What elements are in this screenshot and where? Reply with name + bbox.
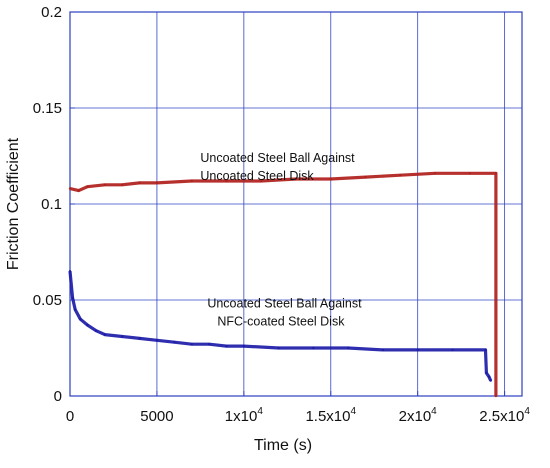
x-axis-title: Time (s) xyxy=(254,437,312,454)
series-point xyxy=(207,343,211,346)
series-point xyxy=(312,346,315,350)
plot-frame xyxy=(69,11,523,397)
series-point xyxy=(484,348,487,352)
series-point xyxy=(68,187,72,190)
series-point xyxy=(173,341,176,344)
series-point xyxy=(74,308,77,311)
annotations: Uncoated Steel Ball Against Uncoated Stee… xyxy=(200,151,362,329)
series-point xyxy=(364,175,367,179)
x-tick-labels: 0 5000 1x104 1.5x104 2x104 2.5x104 xyxy=(66,406,531,425)
series-point xyxy=(103,333,107,336)
series-point xyxy=(94,329,98,332)
series-point xyxy=(79,318,82,321)
y-axis-title: Friction Coefficient xyxy=(5,137,22,270)
series-point xyxy=(468,172,471,175)
series-point xyxy=(190,179,193,183)
series-point xyxy=(121,335,124,338)
series-point xyxy=(451,348,454,352)
series-point xyxy=(433,172,437,175)
series-point xyxy=(121,183,124,186)
annotation-1: Uncoated Steel Ball Against Uncoated Stee… xyxy=(200,151,355,183)
series-point xyxy=(329,177,332,181)
series-point xyxy=(190,343,193,346)
series-point xyxy=(86,185,89,188)
y-tick-label: 0.2 xyxy=(41,4,62,21)
series-point xyxy=(399,174,402,177)
x-tick-label: 1x104 xyxy=(225,406,264,425)
y-tick-label: 0.1 xyxy=(41,196,62,213)
y-tick-label: 0.15 xyxy=(33,100,62,117)
series-point xyxy=(416,348,419,352)
series-line-1 xyxy=(69,171,498,396)
series-point xyxy=(155,339,159,342)
series-point xyxy=(347,346,350,350)
x-tick-label: 5000 xyxy=(140,408,173,425)
series-point xyxy=(86,323,89,327)
annotation-2: Uncoated Steel Ball Against NFC-coated St… xyxy=(207,297,362,329)
y-tick-label: 0 xyxy=(54,388,62,405)
series-point xyxy=(294,177,298,181)
grid-lines xyxy=(69,11,522,397)
x-tick-label: 2x104 xyxy=(399,406,438,425)
series-point xyxy=(77,189,80,192)
series-point xyxy=(260,179,263,183)
series-point xyxy=(68,270,72,273)
series-point xyxy=(103,183,107,186)
y-tick-labels: 0 0.05 0.1 0.15 0.2 xyxy=(33,4,62,405)
series-group xyxy=(68,171,498,398)
x-tick-label: 2.5x104 xyxy=(479,406,530,425)
series-point xyxy=(487,375,491,378)
y-tick-label: 0.05 xyxy=(33,292,62,309)
series-point xyxy=(225,344,228,348)
series-point xyxy=(155,181,159,185)
series-point xyxy=(494,172,498,175)
series-point xyxy=(71,296,74,300)
series-point xyxy=(489,379,492,382)
series-point xyxy=(242,344,245,348)
series-point xyxy=(485,371,488,375)
series-point xyxy=(381,348,385,352)
series-point xyxy=(138,337,141,340)
series-point xyxy=(225,179,228,183)
series-point xyxy=(138,181,141,185)
x-tick-label: 0 xyxy=(66,408,74,425)
x-tick-label: 1.5x104 xyxy=(305,406,356,425)
series-point xyxy=(277,346,280,350)
series-point xyxy=(494,394,498,398)
